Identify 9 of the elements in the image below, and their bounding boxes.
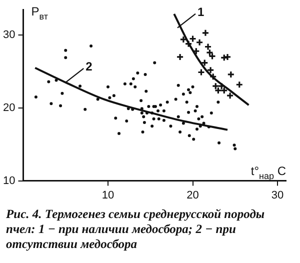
x-tick-label: 10 <box>102 189 114 202</box>
y-tick-label: 30 <box>2 29 16 42</box>
y-tick-label: 20 <box>2 102 16 114</box>
annotation: 1 <box>198 4 205 19</box>
text: Рис. 4. Термогенез семьи среднерусской породы пчел: 1 − при наличии медосбора; 2 − при отсутствии медосбора <box>5 206 266 252</box>
x-tick-label: 30 <box>271 189 284 202</box>
x-tick-label: 20 <box>186 189 199 202</box>
annotation: 2 <box>86 59 93 74</box>
y-tick-label: 10 <box>2 174 16 187</box>
